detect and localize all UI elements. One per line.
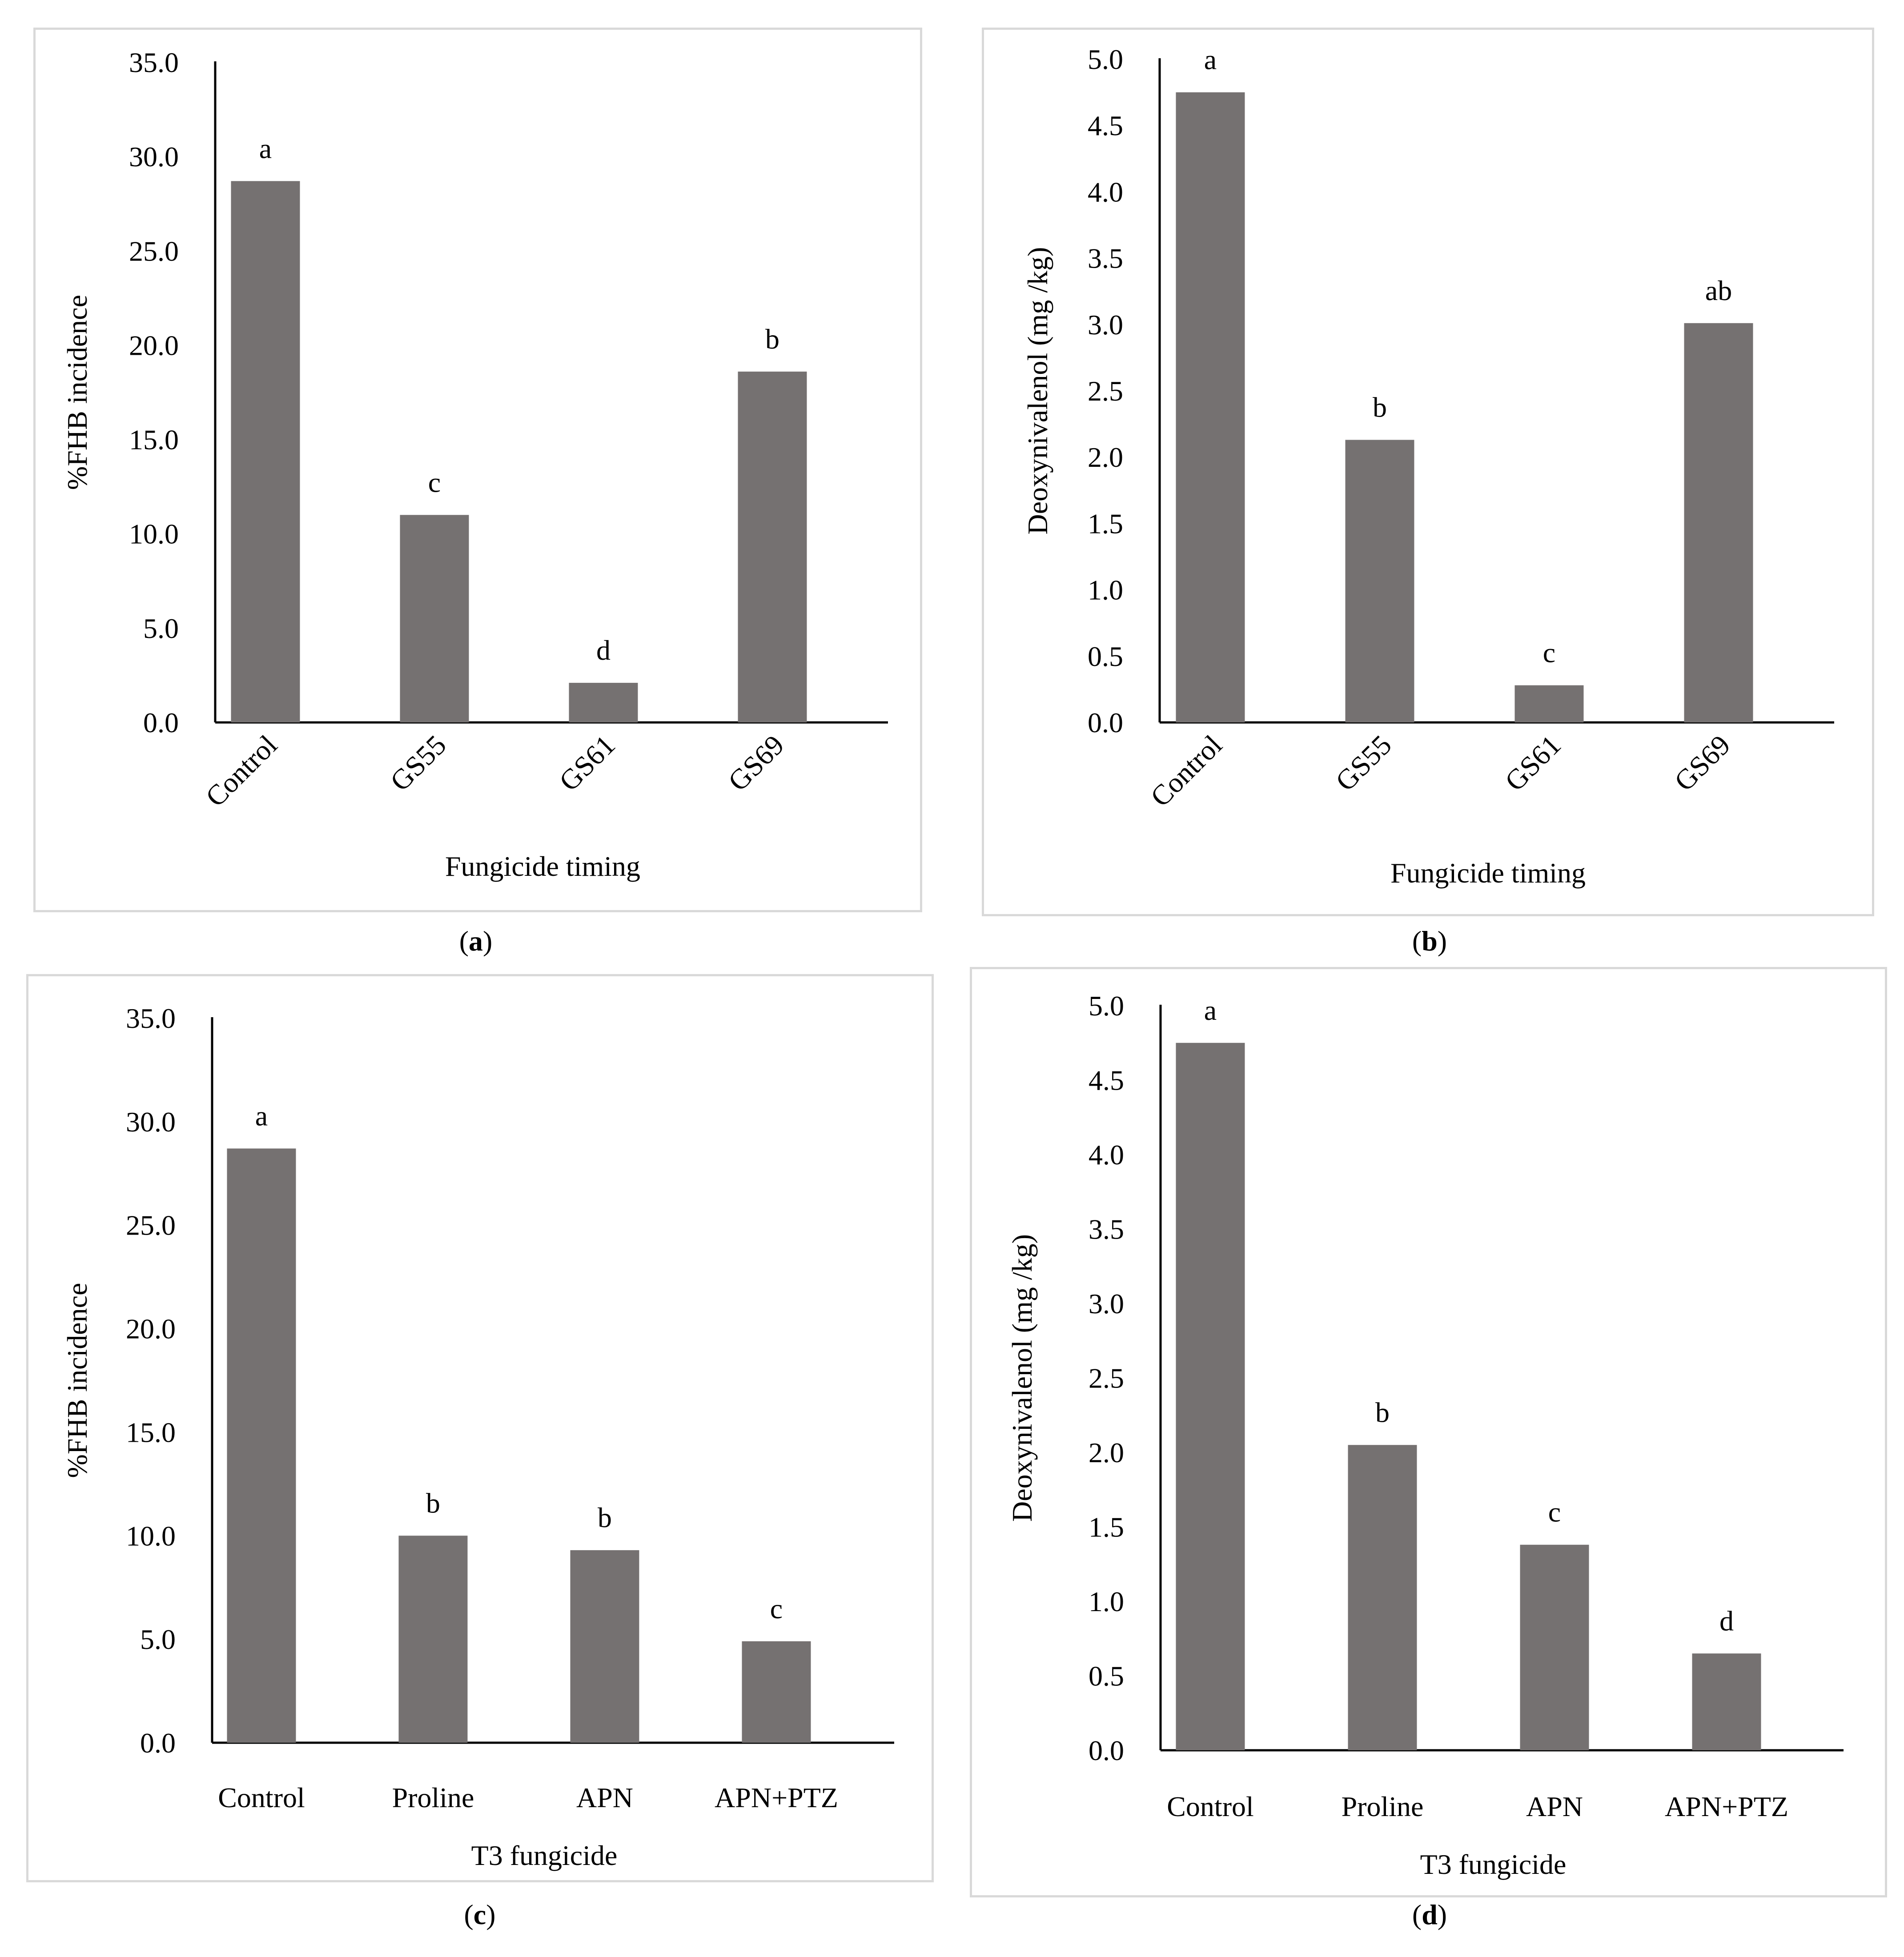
bar-control — [231, 181, 300, 722]
bar-gs69 — [738, 371, 807, 722]
y-tick-label: 1.5 — [1088, 508, 1123, 539]
y-axis-title: %FHB incidence — [61, 295, 93, 490]
y-axis-title: %FHB incidence — [61, 1283, 93, 1478]
bar-apn-ptz — [1692, 1653, 1761, 1750]
y-tick-label: 0.0 — [143, 707, 179, 738]
caption-a-letter: a — [469, 925, 483, 957]
caption-b: (b) — [1412, 925, 1447, 957]
bar-gs55 — [400, 515, 469, 722]
x-tick-label: APN — [576, 1782, 633, 1813]
y-tick-label: 35.0 — [126, 1003, 176, 1034]
significance-letter: a — [1204, 44, 1217, 76]
x-axis-title: Fungicide timing — [1390, 857, 1586, 889]
y-tick-label: 4.0 — [1088, 176, 1123, 208]
y-tick-label: 5.0 — [1088, 44, 1123, 75]
bar-proline — [1348, 1445, 1417, 1750]
significance-letter: c — [1548, 1496, 1561, 1528]
y-tick-label: 3.0 — [1089, 1288, 1124, 1319]
y-tick-label: 3.5 — [1089, 1214, 1124, 1245]
y-tick-label: 4.0 — [1089, 1139, 1124, 1171]
significance-letter: b — [598, 1502, 612, 1533]
significance-letter: d — [596, 634, 611, 666]
y-tick-label: 20.0 — [129, 329, 179, 361]
bar-apn-ptz — [742, 1641, 811, 1743]
bar-proline — [398, 1536, 468, 1743]
y-tick-label: 0.5 — [1088, 641, 1123, 672]
significance-letter: c — [1543, 637, 1555, 668]
caption-d-letter: d — [1422, 1899, 1438, 1930]
x-axis-title: T3 fungicide — [471, 1840, 618, 1871]
y-tick-label: 20.0 — [126, 1313, 176, 1345]
y-tick-label: 5.0 — [140, 1624, 176, 1655]
x-axis-title: T3 fungicide — [1420, 1849, 1567, 1880]
y-tick-label: 3.0 — [1088, 309, 1123, 341]
y-tick-label: 15.0 — [129, 424, 179, 456]
significance-letter: b — [426, 1487, 440, 1519]
x-tick-label: Control — [1167, 1791, 1254, 1822]
y-tick-label: 10.0 — [129, 518, 179, 550]
x-tick-label: APN — [1526, 1791, 1583, 1822]
significance-letter: a — [259, 132, 272, 164]
caption-c-letter: c — [473, 1899, 486, 1930]
bar-control — [227, 1148, 296, 1743]
bar-control — [1176, 1043, 1245, 1750]
y-tick-label: 0.0 — [1089, 1735, 1124, 1766]
y-tick-label: 25.0 — [129, 235, 179, 267]
bar-gs69 — [1684, 323, 1753, 722]
y-tick-label: 2.5 — [1088, 375, 1123, 407]
y-tick-label: 4.5 — [1088, 110, 1123, 141]
y-tick-label: 35.0 — [129, 47, 179, 78]
x-tick-label: APN+PTZ — [715, 1782, 838, 1813]
x-tick-label: Proline — [392, 1782, 474, 1813]
significance-letter: a — [255, 1100, 268, 1131]
significance-letter: a — [1204, 995, 1217, 1026]
y-tick-label: 2.0 — [1089, 1437, 1124, 1468]
y-tick-label: 2.5 — [1089, 1363, 1124, 1394]
caption-d: (d) — [1412, 1899, 1447, 1930]
y-axis-title: Deoxynivalenol (mg /kg) — [1006, 1234, 1038, 1522]
significance-letter: c — [428, 466, 441, 498]
y-tick-label: 1.5 — [1089, 1512, 1124, 1543]
x-tick-label: Control — [218, 1782, 305, 1813]
y-tick-label: 4.5 — [1089, 1065, 1124, 1096]
y-tick-label: 10.0 — [126, 1520, 176, 1552]
bar-gs61 — [569, 682, 638, 722]
y-axis-title: Deoxynivalenol (mg /kg) — [1022, 247, 1053, 535]
caption-c: (c) — [464, 1899, 496, 1930]
significance-letter: d — [1719, 1605, 1734, 1636]
bar-gs55 — [1345, 440, 1414, 722]
y-tick-label: 30.0 — [129, 141, 179, 172]
y-tick-label: 1.0 — [1089, 1586, 1124, 1617]
significance-letter: c — [770, 1593, 783, 1624]
y-tick-label: 5.0 — [143, 613, 179, 644]
y-tick-label: 2.0 — [1088, 441, 1123, 473]
y-tick-label: 5.0 — [1089, 990, 1124, 1022]
y-tick-label: 25.0 — [126, 1210, 176, 1241]
y-tick-label: 3.5 — [1088, 243, 1123, 274]
significance-letter: ab — [1705, 275, 1732, 306]
significance-letter: b — [765, 323, 779, 355]
bar-apn — [1520, 1544, 1589, 1750]
bar-apn — [570, 1550, 639, 1743]
significance-letter: b — [1375, 1396, 1390, 1428]
x-axis-title: Fungicide timing — [445, 850, 640, 882]
bar-control — [1176, 92, 1245, 723]
y-tick-label: 1.0 — [1088, 574, 1123, 606]
y-tick-label: 30.0 — [126, 1106, 176, 1138]
y-tick-label: 0.0 — [1088, 707, 1123, 738]
x-tick-label: Proline — [1342, 1791, 1424, 1822]
y-tick-label: 0.0 — [140, 1727, 176, 1759]
caption-b-letter: b — [1422, 925, 1438, 957]
significance-letter: b — [1373, 391, 1387, 423]
x-tick-label: APN+PTZ — [1665, 1791, 1788, 1822]
bar-gs61 — [1514, 685, 1584, 722]
y-tick-label: 0.5 — [1089, 1660, 1124, 1692]
y-tick-label: 15.0 — [126, 1416, 176, 1448]
caption-a: (a) — [459, 925, 493, 957]
